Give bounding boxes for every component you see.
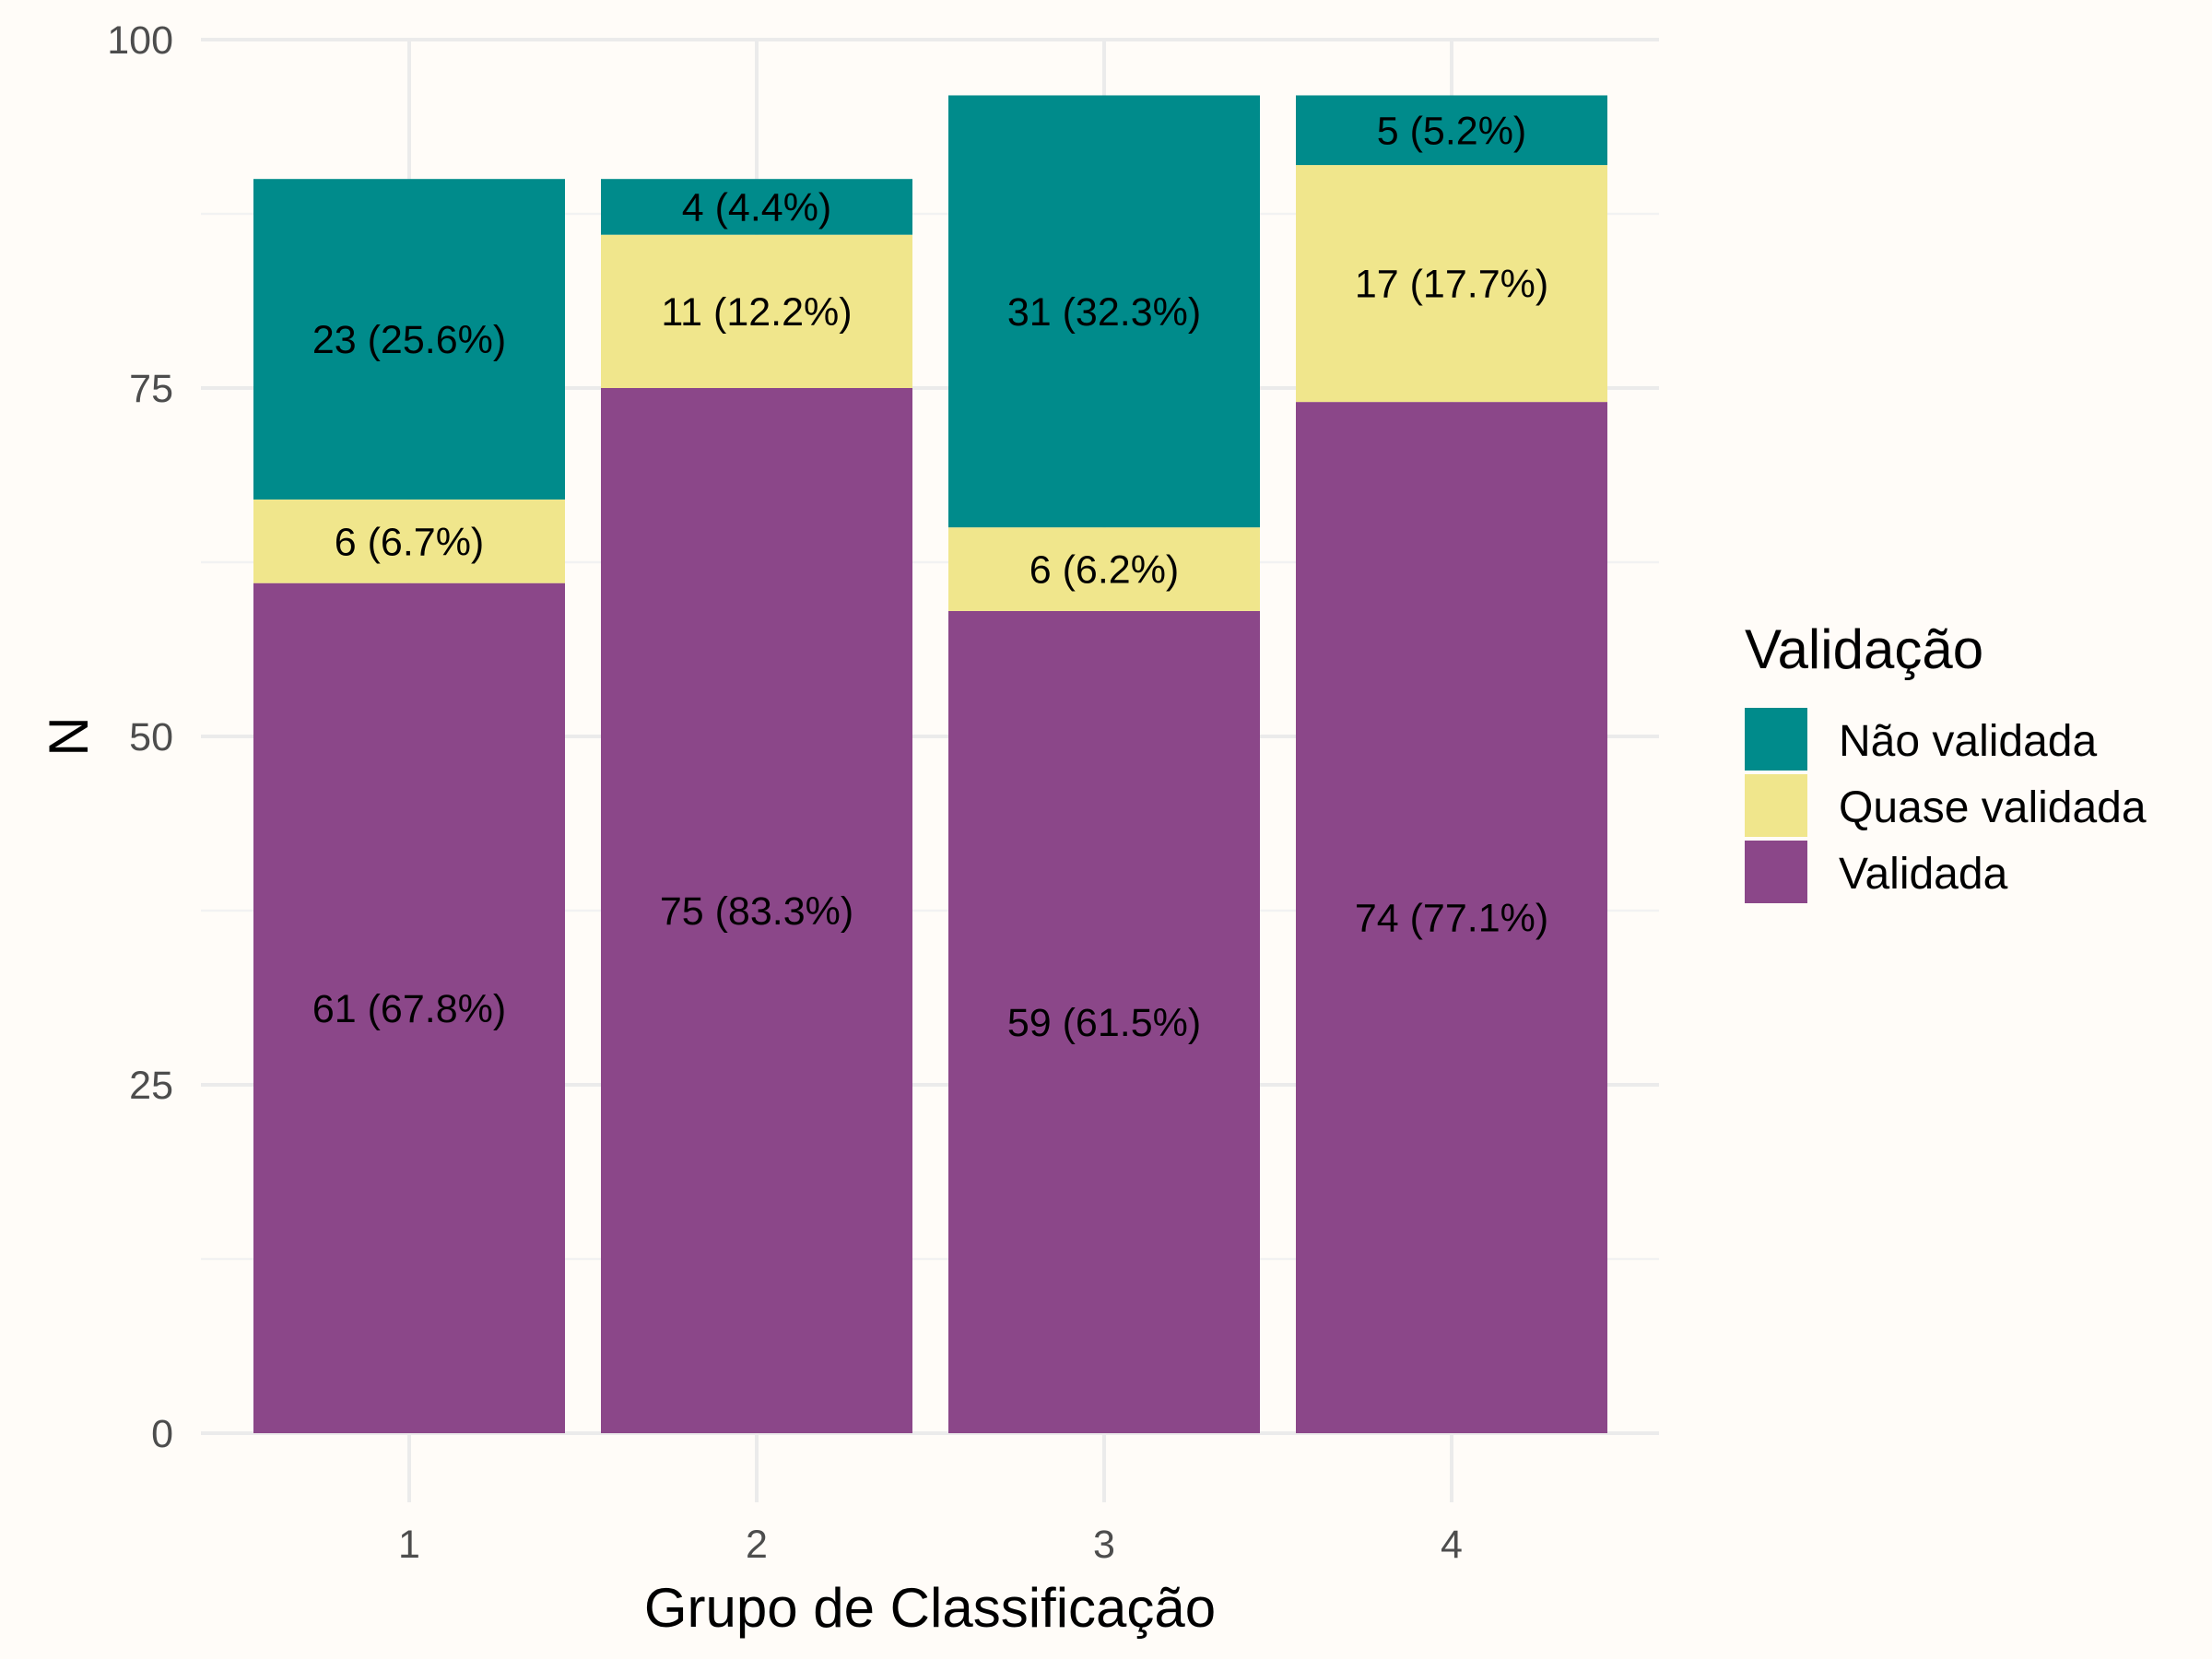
bar-segment	[253, 582, 565, 1433]
y-tick-label: 100	[107, 18, 173, 63]
bar-data-label: 61 (67.8%)	[312, 987, 506, 1031]
bars	[253, 95, 1607, 1433]
y-tick-label: 25	[129, 1064, 173, 1108]
y-axis-ticks: 0 25 50 75 100	[107, 18, 173, 1456]
bar-segment	[948, 527, 1260, 611]
legend: Validação Não validada Quase validada Vali…	[1745, 618, 2147, 903]
y-tick-label: 50	[129, 715, 173, 759]
bar-data-label: 6 (6.2%)	[1030, 548, 1180, 593]
x-tick-label: 2	[746, 1523, 768, 1567]
bar-data-label: 17 (17.7%)	[1355, 263, 1548, 307]
bar-data-label: 59 (61.5%)	[1007, 1001, 1201, 1045]
bar-segment	[1296, 95, 1607, 166]
bar-segment	[1296, 165, 1607, 403]
bar-segment	[253, 499, 565, 583]
bar-segment	[948, 610, 1260, 1433]
legend-key	[1745, 841, 1807, 903]
bar-segment	[601, 388, 912, 1433]
bar-segment	[253, 179, 565, 500]
x-tick-label: 3	[1093, 1523, 1115, 1567]
bar-data-label: 5 (5.2%)	[1377, 109, 1527, 153]
x-axis-title: Grupo de Classificação	[644, 1577, 1216, 1639]
bar-data-label: 6 (6.7%)	[335, 520, 485, 564]
bar-segment	[601, 234, 912, 388]
x-axis-ticks: 1 2 3 4	[398, 1523, 1463, 1567]
bar-data-label: 11 (12.2%)	[661, 290, 852, 335]
bar-data-label: 4 (4.4%)	[682, 185, 832, 229]
bar-data-label: 74 (77.1%)	[1355, 897, 1548, 941]
legend-title: Validação	[1745, 618, 1983, 680]
legend-entry-label: Validada	[1839, 850, 2008, 899]
y-axis-title: N	[38, 716, 100, 756]
bar-data-label: 31 (32.3%)	[1007, 290, 1201, 335]
legend-key	[1745, 708, 1807, 771]
bar-data-label: 75 (83.3%)	[660, 889, 853, 934]
bar-labels: 61 (67.8%) 6 (6.7%) 23 (25.6%) 75 (83.3%) 11…	[312, 109, 1548, 1045]
bar-segment	[601, 179, 912, 235]
y-tick-label: 75	[129, 367, 173, 411]
x-tick-label: 4	[1441, 1523, 1463, 1567]
y-tick-label: 0	[151, 1412, 173, 1456]
bar-data-label: 23 (25.6%)	[312, 318, 506, 362]
legend-key	[1745, 774, 1807, 837]
bar-segment	[1296, 402, 1607, 1433]
bar-segment	[948, 95, 1260, 528]
legend-entry-label: Quase validada	[1839, 783, 2147, 832]
x-tick-label: 1	[398, 1523, 420, 1567]
legend-entry-label: Não validada	[1839, 717, 2098, 766]
